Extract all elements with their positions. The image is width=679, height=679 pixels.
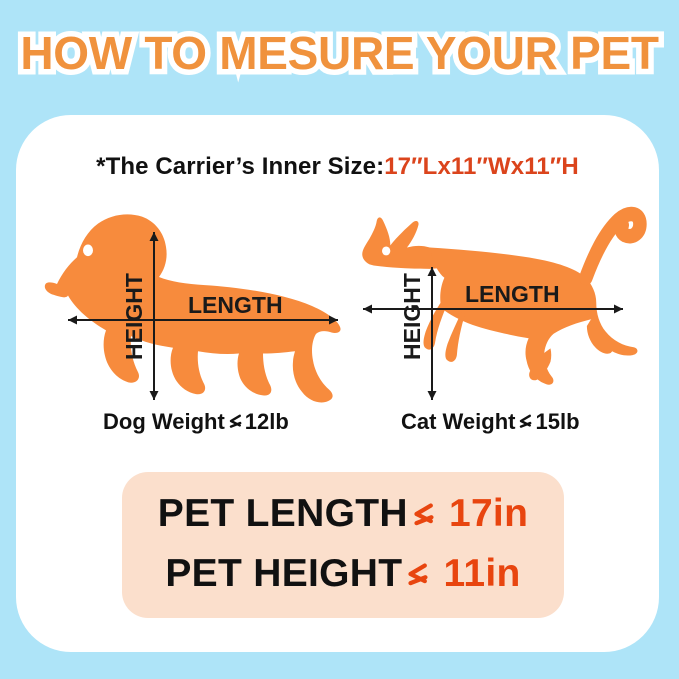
svg-text:LENGTH: LENGTH xyxy=(465,281,560,307)
svg-text:HEIGHT: HEIGHT xyxy=(399,273,425,360)
svg-text:LENGTH: LENGTH xyxy=(188,292,283,318)
svg-text:HEIGHT: HEIGHT xyxy=(121,273,147,360)
